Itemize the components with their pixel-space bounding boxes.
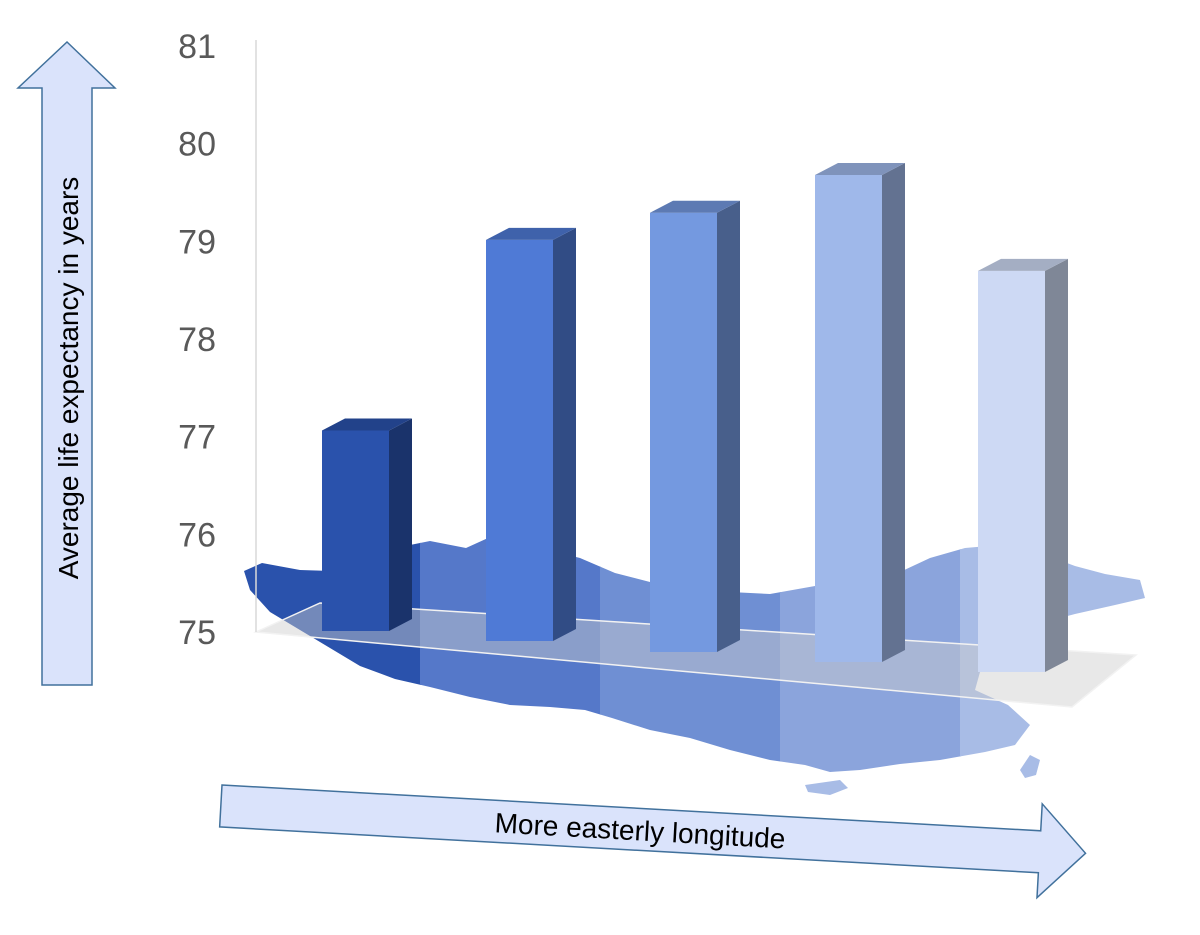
bar-5-side (1045, 258, 1068, 672)
bar-4-side (882, 162, 905, 662)
chart-floor (253, 602, 1138, 708)
y-tick-78: 78 (178, 321, 216, 359)
y-tick-80: 80 (178, 126, 216, 164)
y-tick-75: 75 (178, 614, 216, 652)
y-tick-77: 77 (178, 419, 216, 457)
y-tick-79: 79 (178, 223, 216, 261)
y-axis-label: Average life expectancy in years (53, 177, 84, 580)
bar-3-front (650, 212, 717, 652)
bar-2 (486, 227, 576, 641)
bar-5-front (978, 270, 1045, 672)
bar-2-top (486, 227, 576, 240)
y-axis-ticks: 75 76 77 78 79 80 81 (178, 28, 216, 652)
bar-5 (978, 258, 1068, 672)
bar-4-top (815, 162, 905, 175)
hainan-island (805, 780, 848, 795)
bar-3-top (650, 200, 740, 213)
bar-5-top (978, 258, 1068, 271)
y-axis-arrow: Average life expectancy in years (16, 40, 117, 686)
y-tick-81: 81 (178, 28, 216, 66)
bar-1-top (322, 418, 412, 431)
bar-2-front (486, 239, 553, 641)
taiwan-island (1020, 755, 1040, 778)
bar-1-side (389, 418, 412, 631)
bars (322, 162, 1068, 672)
bar-2-side (553, 227, 576, 641)
bar-4 (815, 162, 905, 662)
bar-4-front (815, 174, 882, 662)
x-axis-arrow: More easterly longitude (218, 784, 1087, 900)
y-tick-76: 76 (178, 516, 216, 554)
bar-1-front (322, 430, 389, 631)
bar-3-side (717, 200, 740, 652)
bar-3 (650, 200, 740, 652)
bar-1 (322, 418, 412, 631)
